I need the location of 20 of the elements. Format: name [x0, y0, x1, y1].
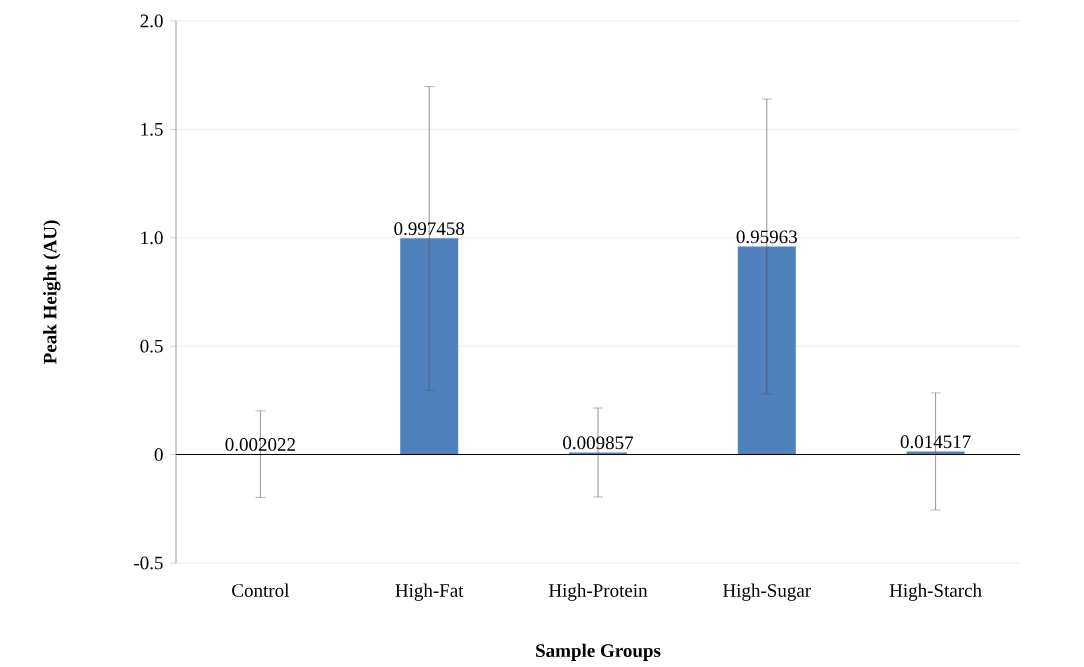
y-tick-label: 1.0: [141, 231, 163, 245]
data-label: 0.997458: [394, 222, 465, 236]
y-tick-label: 2.0: [140, 14, 163, 28]
x-tick-label: High-Fat: [395, 583, 464, 601]
data-label: 0.009857: [563, 436, 634, 450]
x-tick-label: High-Sugar: [723, 583, 811, 601]
bar: [906, 451, 965, 455]
y-tick-label: -0.5: [134, 556, 163, 570]
x-axis-title: Sample Groups: [536, 643, 661, 661]
data-label: 0.014517: [900, 435, 971, 449]
y-axis-title: Peak Height (AU): [43, 220, 61, 364]
data-label: 0.002022: [225, 437, 295, 451]
x-tick-label: Control: [232, 583, 290, 597]
x-tick-label: High-Protein: [548, 583, 648, 601]
x-tick-label: High-Starch: [889, 583, 982, 601]
y-tick-label: 0: [154, 448, 163, 461]
y-tick-label: 1.5: [141, 122, 163, 136]
y-tick-label: 0.5: [140, 339, 163, 353]
data-label: 0.95963: [736, 230, 797, 244]
bar: [569, 452, 627, 455]
